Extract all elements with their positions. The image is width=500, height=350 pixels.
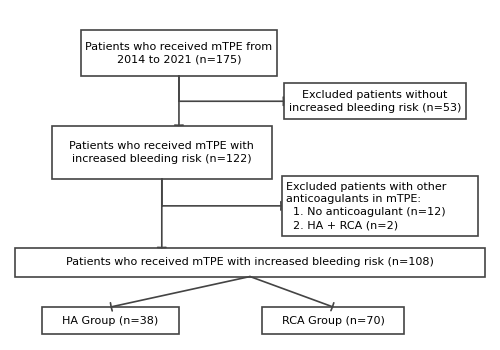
Text: Patients who received mTPE with
increased bleeding risk (n=122): Patients who received mTPE with increase… bbox=[70, 141, 254, 164]
FancyBboxPatch shape bbox=[282, 176, 478, 236]
FancyBboxPatch shape bbox=[42, 307, 179, 335]
Text: Excluded patients with other
anticoagulants in mTPE:
  1. No anticoagulant (n=12: Excluded patients with other anticoagula… bbox=[286, 182, 446, 230]
Text: Excluded patients without
increased bleeding risk (n=53): Excluded patients without increased blee… bbox=[289, 90, 461, 113]
FancyBboxPatch shape bbox=[52, 126, 272, 179]
Text: RCA Group (n=70): RCA Group (n=70) bbox=[282, 316, 384, 326]
FancyBboxPatch shape bbox=[81, 30, 277, 76]
FancyBboxPatch shape bbox=[262, 307, 404, 335]
Text: Patients who received mTPE from
2014 to 2021 (n=175): Patients who received mTPE from 2014 to … bbox=[86, 42, 272, 65]
Text: HA Group (n=38): HA Group (n=38) bbox=[62, 316, 158, 326]
FancyBboxPatch shape bbox=[15, 248, 485, 276]
FancyBboxPatch shape bbox=[284, 83, 466, 119]
Text: Patients who received mTPE with increased bleeding risk (n=108): Patients who received mTPE with increase… bbox=[66, 258, 434, 267]
